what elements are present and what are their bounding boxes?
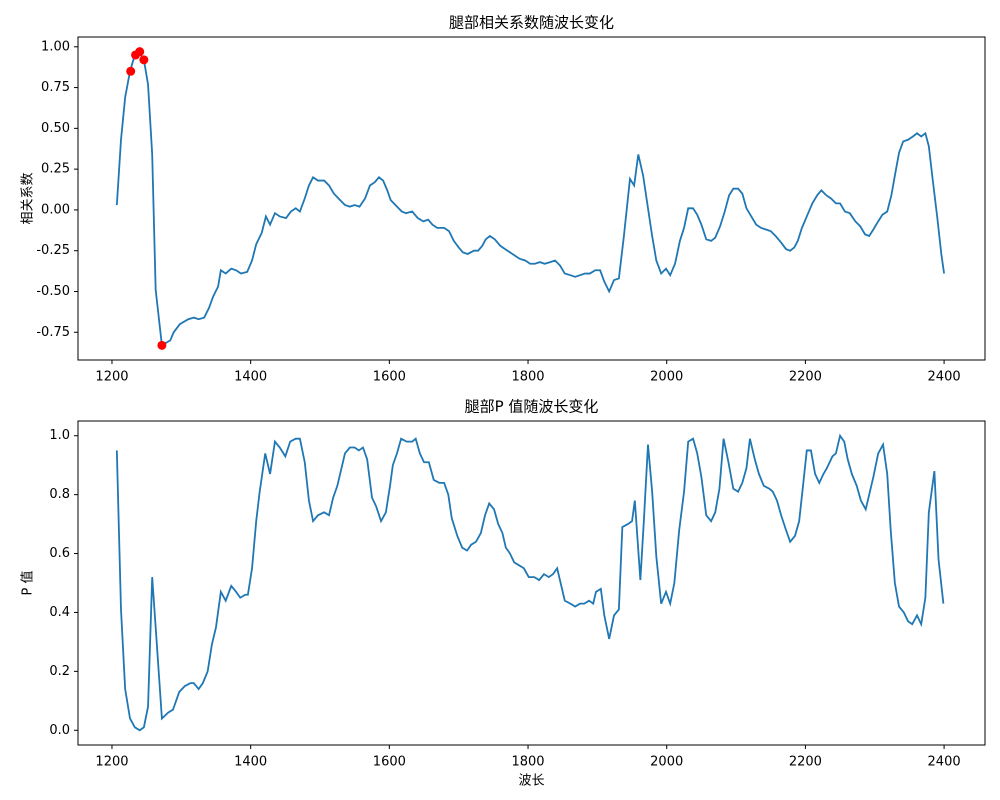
- data-point: [135, 47, 145, 57]
- axes-frame: [77, 420, 986, 746]
- x-tick-label: 2000: [650, 755, 683, 770]
- x-tick-label: 2000: [650, 370, 683, 385]
- x-tick-label: 1400: [234, 755, 267, 770]
- y-axis-label: P 值: [20, 571, 36, 596]
- y-tick-label: 1.00: [41, 39, 70, 54]
- data-line: [115, 433, 945, 732]
- x-tick-label: 2400: [928, 755, 961, 770]
- data-point: [139, 55, 149, 65]
- chart-title: 腿部P 值随波长变化: [465, 398, 599, 416]
- y-tick-label: -0.25: [36, 243, 70, 258]
- x-tick-label: 1400: [234, 370, 267, 385]
- x-tick-label: 1200: [95, 370, 128, 385]
- axes-frame: [77, 36, 986, 361]
- x-tick-label: 2200: [789, 755, 822, 770]
- y-tick-label: 1.0: [49, 428, 70, 443]
- x-tick-label: 2200: [789, 370, 822, 385]
- x-tick-label: 1800: [511, 370, 544, 385]
- x-tick-label: 1600: [373, 370, 406, 385]
- x-tick-label: 1200: [95, 755, 128, 770]
- x-tick-label: 1600: [373, 755, 406, 770]
- x-axis-label: 波长: [518, 774, 544, 789]
- x-tick-label: 1800: [511, 755, 544, 770]
- y-tick-label: 0.2: [49, 664, 70, 679]
- data-point: [126, 66, 136, 76]
- y-tick-label: 0.4: [49, 605, 70, 620]
- y-tick-label: 0.0: [49, 723, 70, 738]
- y-tick-label: 0.50: [41, 121, 70, 136]
- y-tick-label: -0.50: [36, 284, 70, 299]
- y-tick-label: 0.8: [49, 487, 70, 502]
- y-tick-label: 0.6: [49, 546, 70, 561]
- y-axis-label: 相关系数: [21, 172, 36, 224]
- y-tick-label: 0.75: [41, 80, 70, 95]
- data-line: [115, 50, 945, 347]
- y-tick-label: 0.25: [41, 162, 70, 177]
- chart-title: 腿部相关系数随波长变化: [449, 14, 614, 32]
- x-tick-label: 2400: [928, 370, 961, 385]
- y-tick-label: -0.75: [36, 325, 70, 340]
- y-tick-label: 0.00: [41, 202, 70, 217]
- data-point: [157, 340, 167, 350]
